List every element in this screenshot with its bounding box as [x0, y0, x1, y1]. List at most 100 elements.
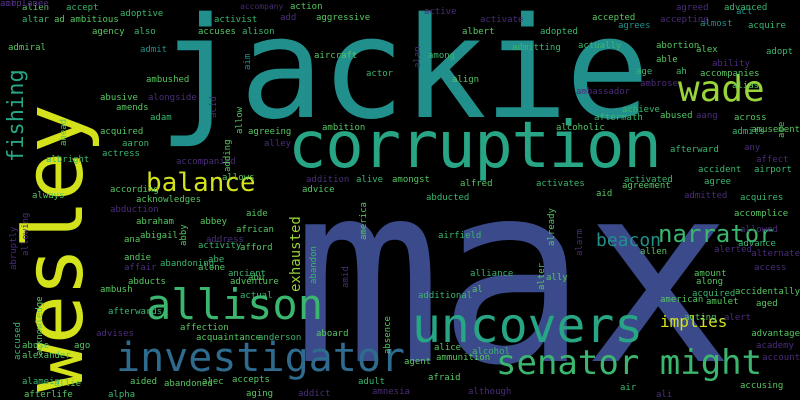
- word-afraid: afraid: [428, 373, 461, 383]
- word-alamein: alamein: [22, 377, 60, 387]
- word-alternate: alternate: [751, 249, 800, 259]
- word-align: align: [452, 75, 480, 85]
- word-accepts: accepts: [232, 375, 270, 385]
- word-afford: afford: [240, 243, 273, 253]
- word-abduction: abduction: [110, 205, 159, 215]
- word-ally: ally: [546, 273, 568, 283]
- word-abandoned: abandoned: [164, 379, 213, 389]
- word-accused: accused: [13, 322, 23, 360]
- word-aang: aang: [696, 111, 718, 121]
- word-al: al: [472, 285, 483, 295]
- word-amulet: amulet: [706, 297, 739, 307]
- word-aide: aide: [246, 209, 268, 219]
- word-activate: activate: [480, 15, 524, 25]
- word-acquires: acquires: [740, 193, 784, 203]
- word-accuses: accuses: [198, 27, 236, 37]
- word-ad: ad: [54, 15, 65, 25]
- word-wade: wade: [678, 69, 765, 110]
- word-actually: actually: [578, 41, 622, 51]
- word-anderson: anderson: [258, 333, 302, 343]
- word-alien: alien: [22, 3, 50, 13]
- word-abby: abby: [179, 224, 189, 246]
- word-allowed: allowed: [740, 225, 778, 235]
- word-although: although: [468, 387, 512, 397]
- word-alias: alias: [732, 81, 760, 91]
- word-advice: advice: [302, 185, 335, 195]
- word-amid: amid: [341, 266, 351, 288]
- word-addict: addict: [298, 389, 331, 399]
- word-accidentally: accidentally: [734, 287, 800, 297]
- word-actual: actual: [240, 291, 273, 301]
- word-agrees: agrees: [618, 21, 651, 31]
- word-beacon: beacon: [596, 230, 662, 251]
- word-according: according: [110, 185, 159, 195]
- word-admitting: admitting: [512, 43, 561, 53]
- word-adopt: adopt: [766, 47, 794, 57]
- word-albright: albright: [46, 155, 90, 165]
- word-acting: acting: [684, 313, 717, 323]
- word-abraham: abraham: [136, 217, 174, 227]
- word-activated: activated: [624, 175, 673, 185]
- word-aid: aid: [596, 189, 613, 199]
- word-activates: activates: [536, 179, 585, 189]
- word-advanced: advanced: [724, 3, 768, 13]
- word-abe: abe: [208, 255, 225, 265]
- word-ago: ago: [74, 341, 91, 351]
- word-alliance: alliance: [470, 269, 514, 279]
- word-agreement: agreement: [622, 181, 671, 191]
- word-aggressive: aggressive: [316, 13, 371, 23]
- word-alley: alley: [264, 139, 292, 149]
- word-allow: allow: [235, 106, 245, 134]
- word-alongside: alongside: [148, 93, 197, 103]
- word-implies: implies: [660, 312, 728, 331]
- word-abortion: abortion: [656, 41, 700, 51]
- word-alfred: alfred: [460, 179, 493, 189]
- word-affect: affect: [756, 155, 789, 165]
- word-able: able: [656, 55, 678, 65]
- word-absence: absence: [383, 316, 393, 354]
- word-already: already: [547, 208, 557, 246]
- word-amusement: amusement: [751, 125, 800, 135]
- word-allen: allen: [640, 247, 668, 257]
- word-american: american: [660, 295, 704, 305]
- word-ace: ace: [777, 121, 787, 138]
- word-aircraft: aircraft: [314, 51, 358, 61]
- word-affection: affection: [180, 323, 229, 333]
- word-afterwards: afterwards: [108, 307, 163, 317]
- word-acquire: acquire: [748, 21, 786, 31]
- word-balance: balance: [146, 168, 256, 198]
- word-adding: adding: [223, 139, 233, 172]
- word-any: any: [744, 143, 761, 153]
- word-almost: almost: [700, 19, 733, 29]
- word-admits: admits: [732, 127, 765, 137]
- word-across: across: [734, 113, 767, 123]
- word-ana: ana: [124, 235, 141, 245]
- word-achieve: achieve: [622, 105, 660, 115]
- word-amongst: amongst: [392, 175, 430, 185]
- word-aim: aim: [243, 53, 253, 70]
- word-airport: airport: [754, 165, 792, 175]
- word-acquaintance: acquaintance: [196, 333, 262, 343]
- word-abusive: abusive: [100, 93, 138, 103]
- word-african: african: [236, 225, 274, 235]
- word-accompany: accompany: [240, 2, 284, 11]
- word-agency: agency: [92, 27, 125, 37]
- word-aging: aging: [246, 389, 274, 399]
- word-alive: alive: [356, 175, 384, 185]
- word-alcoholic: alcoholic: [556, 123, 605, 133]
- word-adopted: adopted: [540, 27, 578, 37]
- word-jackie: jackie: [158, 0, 650, 151]
- word-investigator: investigator: [116, 335, 405, 381]
- word-accepting: accepting: [660, 15, 709, 25]
- word-access: access: [754, 263, 787, 273]
- word-ambassador: ambassador: [576, 87, 631, 97]
- word-abandon: abandon: [309, 246, 319, 284]
- word-admitted: admitted: [684, 191, 728, 201]
- word-actress: actress: [102, 149, 140, 159]
- word-academy: academy: [756, 341, 794, 351]
- word-active: active: [424, 7, 457, 17]
- word-alison: alison: [242, 27, 275, 37]
- word-abbey: abbey: [200, 217, 228, 227]
- word-affair: affair: [124, 263, 157, 273]
- word-amount: amount: [694, 269, 727, 279]
